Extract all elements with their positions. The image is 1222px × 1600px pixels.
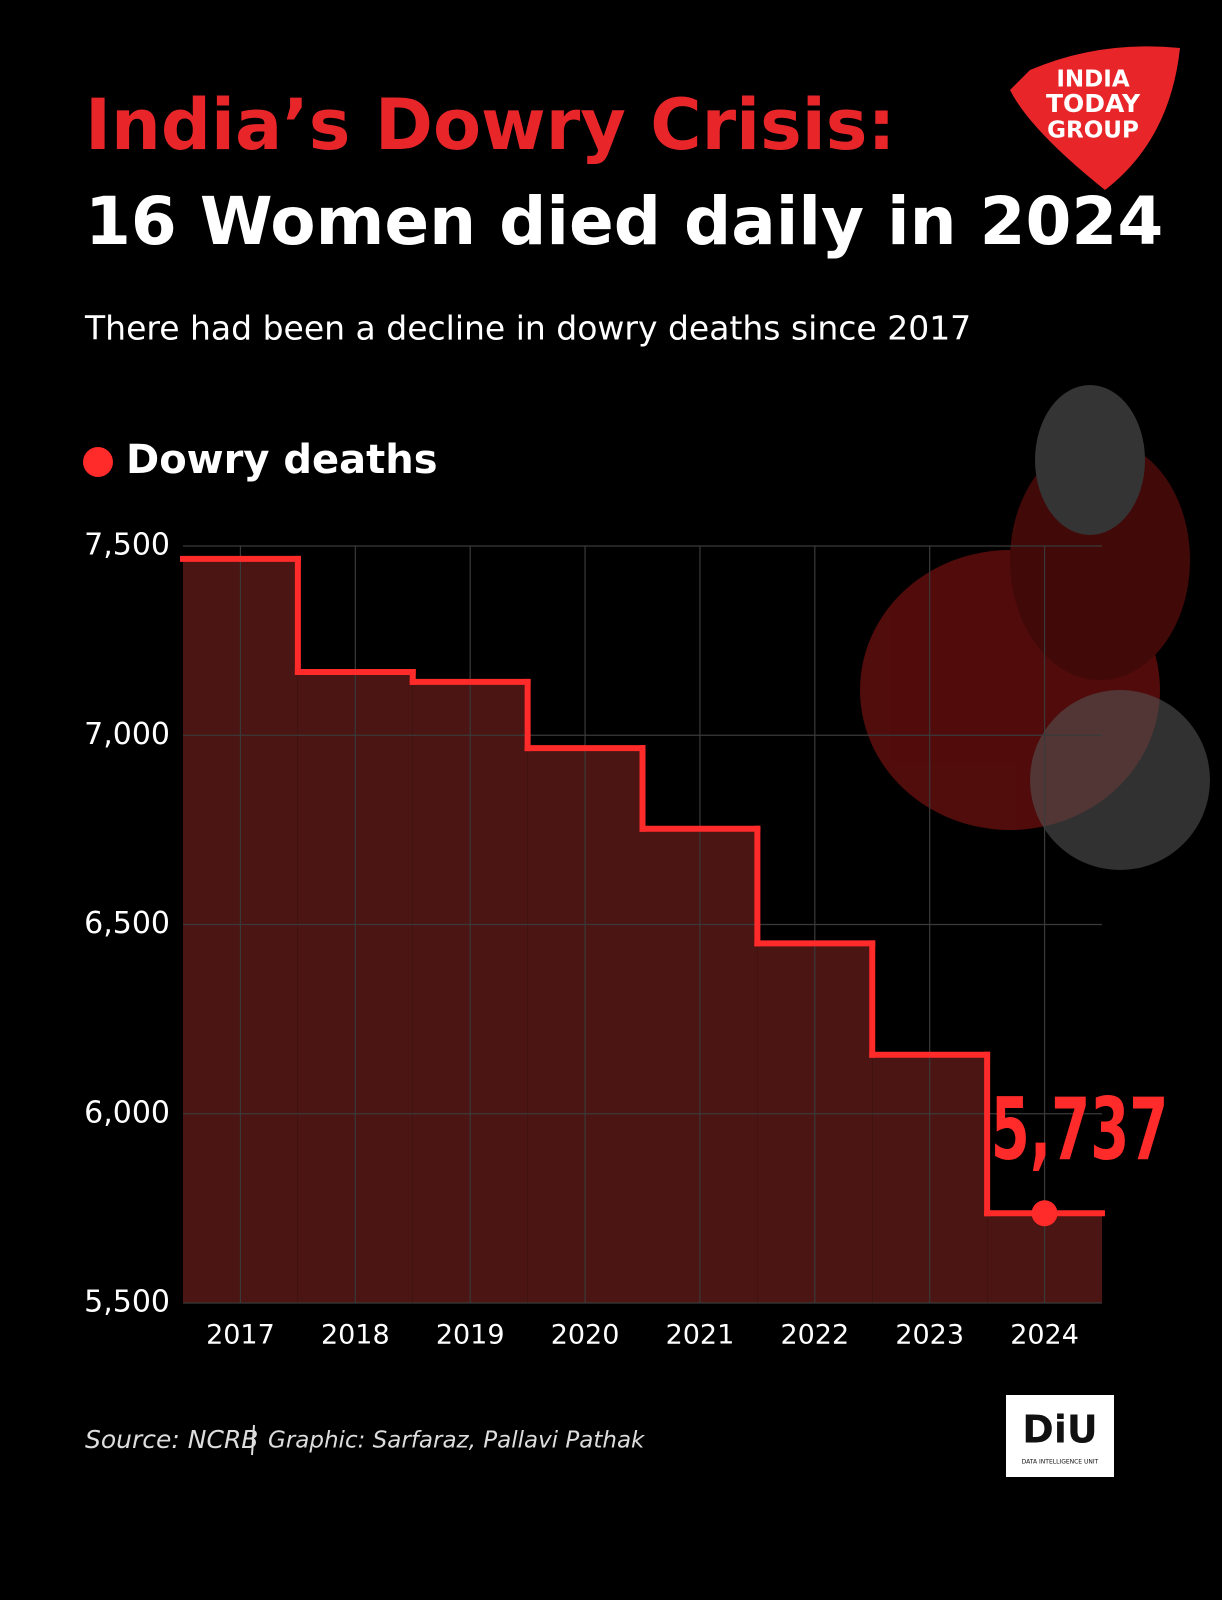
x-tick-label: 2017 [206,1320,275,1351]
separator [251,1424,255,1456]
brand-text: GROUP [1047,118,1139,144]
brand-text: TODAY [1046,89,1141,118]
brand-logo: INDIA TODAY GROUP [1010,46,1180,190]
unit-logo-text: DiU [1022,1408,1097,1452]
unit-name: DATA INTELLIGENCE UNIT [1022,1459,1099,1466]
source: Source: NCRB [85,1425,258,1454]
credit: Graphic: Sarfaraz, Pallavi Pathak [268,1428,646,1454]
subtitle: There had been a decline in dowry deaths… [84,309,971,348]
unit-logo: DiU DATA INTELLIGENCE UNIT [1006,1395,1114,1477]
chart-title: India’s Dowry Crisis: [85,84,895,166]
x-tick-label: 2023 [895,1320,964,1351]
headline: 16 Women died daily in 2024 [85,183,1163,260]
x-tick-label: 2021 [666,1320,735,1351]
y-tick-label: 7,000 [84,717,170,752]
legend-label: Dowry deaths [126,437,438,483]
y-tick-label: 6,500 [84,906,170,941]
illustration [860,385,1210,870]
plot: 5,500 6,000 6,500 7,000 7,500 2017 2018 2019 202… [84,528,1168,1351]
x-tick-label: 2020 [551,1320,620,1351]
x-tick-label: 2022 [780,1320,849,1351]
y-tick-label: 6,000 [84,1095,170,1130]
brand-text: INDIA [1056,67,1129,93]
y-tick-label: 5,500 [84,1285,170,1320]
x-tick-label: 2024 [1010,1320,1079,1351]
point [1031,1200,1058,1227]
value-label: 5,737 [991,1081,1169,1180]
legend-marker [83,447,113,477]
x-tick-label: 2018 [321,1320,390,1351]
x-tick-label: 2019 [436,1320,505,1351]
y-tick-label: 7,500 [84,528,170,563]
